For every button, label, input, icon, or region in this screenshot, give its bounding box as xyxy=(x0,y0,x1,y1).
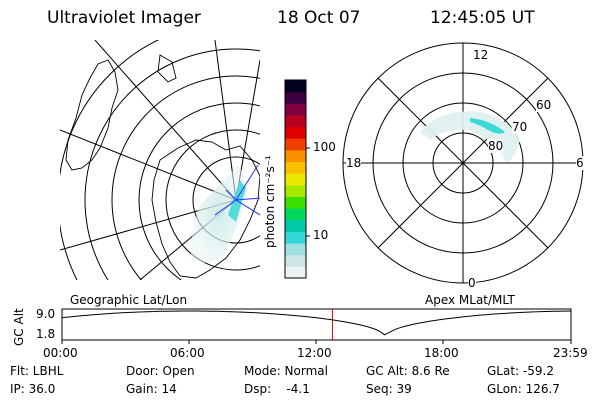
colorbar-segment xyxy=(285,219,306,232)
mlt-label-6: 6 xyxy=(576,156,584,170)
info-dsp: Dsp: -4.1 xyxy=(244,382,310,396)
info-gc-alt: GC Alt: 8.6 Re xyxy=(366,364,450,378)
timeline-ylabel: GC Alt xyxy=(12,308,26,346)
timeline-xtick-0000: 00:00 xyxy=(43,346,78,360)
mlat-label-60: 60 xyxy=(536,98,552,112)
colorbar-segment xyxy=(285,126,306,139)
info-ip: IP: 36.0 xyxy=(10,382,56,396)
colorbar-segment xyxy=(285,184,306,197)
instrument-title: Ultraviolet Imager xyxy=(47,8,201,28)
colorbar-segment xyxy=(285,161,306,174)
colorbar-segment xyxy=(285,208,306,221)
timeline-xtick-1800: 18:00 xyxy=(424,346,459,360)
timeline-ytick-max: 9.0 xyxy=(36,307,56,321)
colorbar-segment xyxy=(285,173,306,186)
observation-date: 18 Oct 07 xyxy=(277,8,361,28)
info-mode: Mode: Normal xyxy=(244,364,328,378)
mlt-label-12: 12 xyxy=(473,48,489,62)
mlt-label-18: 18 xyxy=(346,156,362,170)
colorbar-segment xyxy=(285,149,306,163)
colorbar-segment xyxy=(285,243,306,256)
colorbar-segment xyxy=(285,80,306,93)
timeline-xtick-2359: 23:59 xyxy=(553,346,588,360)
info-gain: Gain: 14 xyxy=(126,382,177,396)
colorbar-segment xyxy=(285,254,306,267)
colorbar-segment xyxy=(285,231,306,244)
mlat-label-70: 70 xyxy=(512,120,528,134)
observation-time: 12:45:05 UT xyxy=(430,8,535,28)
colorbar-segment xyxy=(285,114,306,128)
colorbar-segment xyxy=(285,266,306,279)
mlt-label-0: 0 xyxy=(468,276,476,290)
colorbar-tick-10: 10 xyxy=(313,228,329,242)
info-glon: GLon: 126.7 xyxy=(487,382,560,396)
colorbar-segment xyxy=(285,196,306,209)
info-glat: GLat: -59.2 xyxy=(487,364,554,378)
timeline-xtick-1200: 12:00 xyxy=(297,346,332,360)
apex-panel-label: Apex MLat/MLT xyxy=(425,293,515,307)
colorbar-segment xyxy=(285,138,306,151)
timeline-xtick-0600: 06:00 xyxy=(170,346,205,360)
info-door: Door: Open xyxy=(126,364,195,378)
colorbar-segment xyxy=(285,103,306,116)
colorbar-tick-100: 100 xyxy=(313,140,336,154)
mlat-label-80: 80 xyxy=(488,139,504,153)
colorbar-segment xyxy=(285,91,306,104)
info-seq: Seq: 39 xyxy=(366,382,412,396)
timeline-ytick-min: 1.8 xyxy=(36,327,56,341)
geographic-panel-label: Geographic Lat/Lon xyxy=(70,293,188,307)
info-filter: Flt: LBHL xyxy=(10,364,64,378)
